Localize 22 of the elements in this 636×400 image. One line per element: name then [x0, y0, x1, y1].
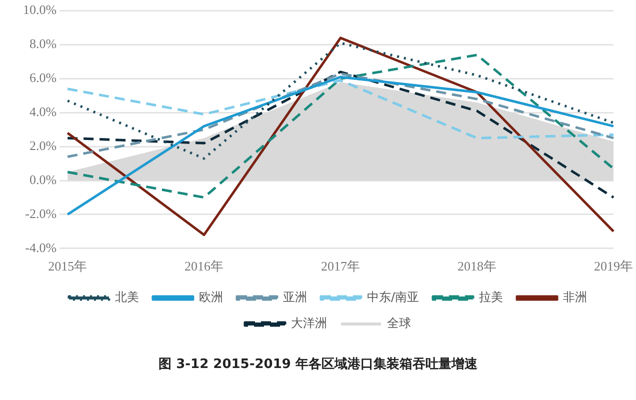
legend-label: 欧洲 [198, 290, 223, 304]
y-tick-label: 8.0% [29, 36, 57, 52]
legend-label: 北美 [114, 290, 139, 304]
legend-label: 拉美 [479, 290, 504, 304]
legend-label: 中东/南亚 [366, 290, 420, 304]
legend-label: 亚洲 [282, 290, 307, 304]
legend-label: 大洋洲 [291, 316, 327, 330]
y-tick-label: 0.0% [29, 172, 57, 187]
y-tick-label: 2.0% [29, 138, 57, 153]
x-tick-label: 2016年 [184, 258, 224, 274]
x-tick-label: 2015年 [48, 258, 88, 274]
x-tick-label: 2019年 [594, 258, 633, 274]
y-tick-label: 10.0% [22, 2, 57, 18]
y-tick-label: 6.0% [29, 70, 57, 86]
caption: 图 3-12 2015-2019 年各区域港口集装箱吞吐量增速 [158, 356, 478, 373]
legend-label: 非洲 [563, 290, 588, 304]
legend-label: 全球 [387, 316, 411, 330]
x-tick-label: 2017年 [321, 258, 360, 274]
y-tick-label: 4.0% [29, 104, 57, 120]
y-tick-label: -4.0% [25, 240, 57, 255]
y-tick-label: -2.0% [25, 206, 57, 221]
x-tick-label: 2018年 [458, 258, 497, 274]
